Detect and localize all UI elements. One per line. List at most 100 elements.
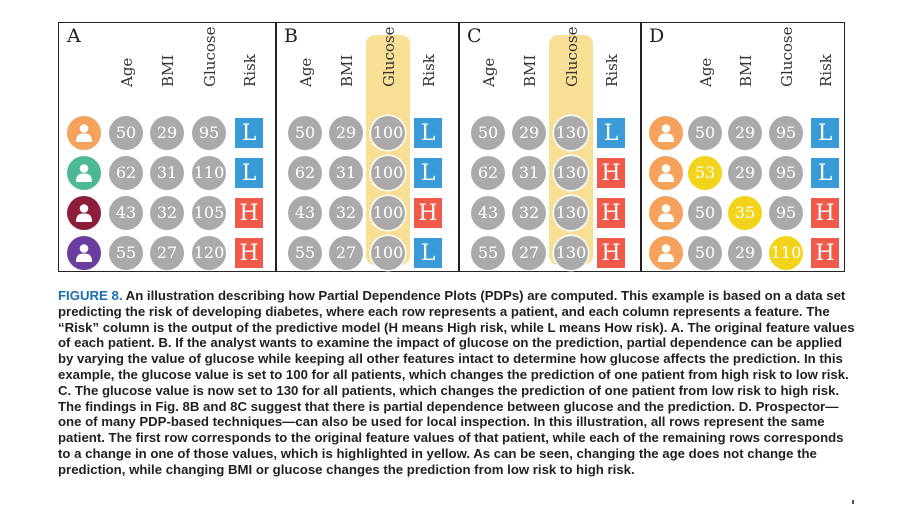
column-header-risk: Risk <box>241 54 259 87</box>
column-header-risk: Risk <box>603 54 621 87</box>
feature-value-age: 50 <box>471 116 505 150</box>
panel-divider <box>275 23 277 271</box>
feature-value-bmi: 35 <box>728 196 762 230</box>
patient-avatar-icon <box>67 156 101 190</box>
risk-label: H <box>811 198 839 228</box>
feature-value-glucose: 100 <box>371 236 405 270</box>
feature-value-bmi: 29 <box>512 116 546 150</box>
risk-label: H <box>235 238 263 268</box>
feature-value-glucose: 100 <box>371 116 405 150</box>
risk-label: L <box>414 238 442 268</box>
column-header-risk: Risk <box>420 54 438 87</box>
column-header-bmi: BMI <box>737 54 755 87</box>
feature-value-glucose: 130 <box>554 116 588 150</box>
feature-value-glucose: 130 <box>554 156 588 190</box>
panel-d: D Age BMI Glucose Risk 50 29 95 L 53 29 95 L 50 35 95 H 5… <box>641 23 846 271</box>
patient-avatar-icon <box>649 116 683 150</box>
column-header-age: Age <box>297 57 315 87</box>
feature-value-age: 43 <box>109 196 143 230</box>
feature-value-bmi: 31 <box>150 156 184 190</box>
feature-value-glucose: 95 <box>192 116 226 150</box>
feature-value-age: 55 <box>109 236 143 270</box>
stray-mark <box>852 500 854 504</box>
risk-label: L <box>811 158 839 188</box>
feature-value-bmi: 32 <box>512 196 546 230</box>
panel-letter: A <box>67 25 81 47</box>
feature-value-glucose: 130 <box>554 196 588 230</box>
column-header-glucose: Glucose <box>778 26 796 87</box>
feature-value-age: 50 <box>109 116 143 150</box>
feature-value-glucose: 110 <box>769 236 803 270</box>
risk-label: H <box>597 238 625 268</box>
panel-a: A Age BMI Glucose Risk 50 29 95 L 62 31 110 L 43 32 105… <box>59 23 276 271</box>
column-header-bmi: BMI <box>338 54 356 87</box>
feature-value-age: 50 <box>288 116 322 150</box>
feature-value-age: 55 <box>471 236 505 270</box>
column-header-risk: Risk <box>817 54 835 87</box>
feature-value-bmi: 27 <box>329 236 363 270</box>
column-header-age: Age <box>480 57 498 87</box>
figure-label: FIGURE 8. <box>58 288 123 303</box>
panel-letter: D <box>649 25 665 47</box>
column-header-glucose: Glucose <box>380 26 398 87</box>
feature-value-age: 43 <box>471 196 505 230</box>
risk-label: H <box>414 198 442 228</box>
patient-avatar-icon <box>649 156 683 190</box>
feature-value-glucose: 100 <box>371 156 405 190</box>
risk-label: L <box>235 118 263 148</box>
risk-label: H <box>811 238 839 268</box>
panel-divider <box>458 23 460 271</box>
feature-value-bmi: 32 <box>329 196 363 230</box>
feature-value-age: 62 <box>109 156 143 190</box>
patient-avatar-icon <box>67 236 101 270</box>
column-header-glucose: Glucose <box>201 26 219 87</box>
feature-value-bmi: 29 <box>728 116 762 150</box>
panel-divider <box>640 23 642 271</box>
feature-value-age: 50 <box>688 116 722 150</box>
column-header-bmi: BMI <box>159 54 177 87</box>
feature-value-age: 62 <box>288 156 322 190</box>
feature-value-age: 53 <box>688 156 722 190</box>
caption-text: An illustration describing how Partial D… <box>58 288 855 477</box>
feature-value-glucose: 110 <box>192 156 226 190</box>
feature-value-glucose: 95 <box>769 196 803 230</box>
feature-value-glucose: 95 <box>769 116 803 150</box>
column-header-bmi: BMI <box>521 54 539 87</box>
panel-letter: B <box>284 25 298 47</box>
risk-label: L <box>597 118 625 148</box>
risk-label: H <box>597 158 625 188</box>
risk-label: L <box>811 118 839 148</box>
feature-value-bmi: 29 <box>728 236 762 270</box>
column-header-age: Age <box>118 57 136 87</box>
feature-value-age: 50 <box>688 196 722 230</box>
risk-label: L <box>235 158 263 188</box>
panel-b: B Age BMI Glucose Risk 50 29 100 L 62 31 100 L 43 32 10… <box>276 23 459 271</box>
feature-value-bmi: 27 <box>512 236 546 270</box>
feature-value-glucose: 120 <box>192 236 226 270</box>
feature-value-bmi: 29 <box>329 116 363 150</box>
feature-value-bmi: 29 <box>150 116 184 150</box>
feature-value-glucose: 105 <box>192 196 226 230</box>
feature-value-bmi: 31 <box>329 156 363 190</box>
panel-letter: C <box>467 25 482 47</box>
figure-8: A Age BMI Glucose Risk 50 29 95 L 62 31 110 L 43 32 105… <box>58 22 845 272</box>
feature-value-age: 43 <box>288 196 322 230</box>
feature-value-age: 62 <box>471 156 505 190</box>
feature-value-age: 55 <box>288 236 322 270</box>
patient-avatar-icon <box>649 196 683 230</box>
risk-label: L <box>414 118 442 148</box>
patient-avatar-icon <box>649 236 683 270</box>
feature-value-bmi: 29 <box>728 156 762 190</box>
column-header-age: Age <box>697 57 715 87</box>
feature-value-glucose: 100 <box>371 196 405 230</box>
risk-label: H <box>597 198 625 228</box>
column-header-glucose: Glucose <box>563 26 581 87</box>
feature-value-bmi: 27 <box>150 236 184 270</box>
feature-value-bmi: 31 <box>512 156 546 190</box>
patient-avatar-icon <box>67 116 101 150</box>
panel-c: C Age BMI Glucose Risk 50 29 130 L 62 31 130 H 43 32 13… <box>459 23 641 271</box>
feature-value-glucose: 95 <box>769 156 803 190</box>
risk-label: L <box>414 158 442 188</box>
figure-caption: FIGURE 8. An illustration describing how… <box>58 288 858 478</box>
feature-value-bmi: 32 <box>150 196 184 230</box>
